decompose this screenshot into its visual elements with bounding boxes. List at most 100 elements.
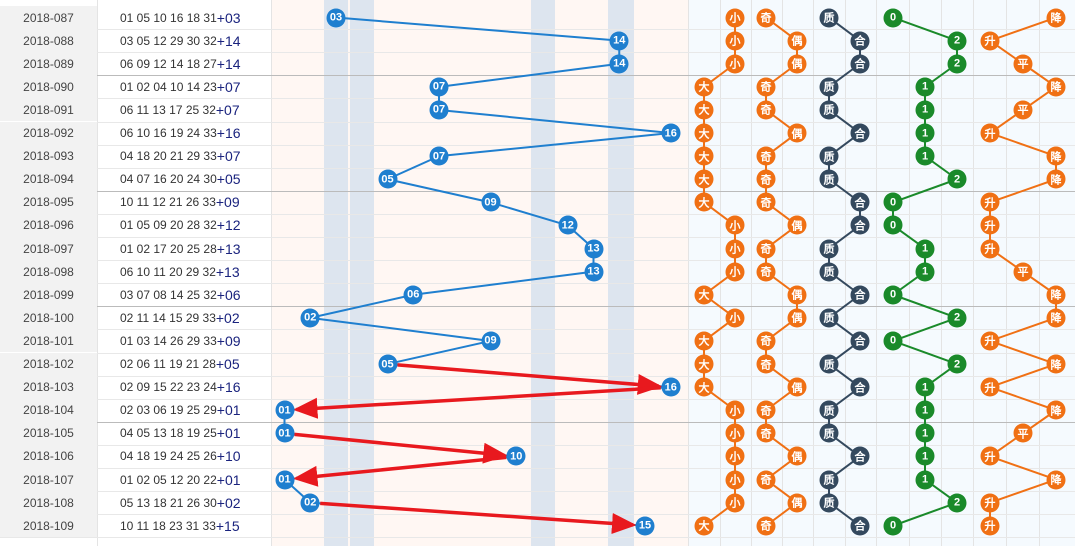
numbers-cell: 10 11 12 21 26 33 +09 [98,191,271,214]
shaded-column [350,0,374,546]
odd-even-ball: 奇 [756,423,776,443]
odd-even-ball: 奇 [756,516,776,536]
row-divider [0,167,1075,169]
trend-ball: 升 [980,516,1000,536]
prime-ball: 质 [819,100,839,120]
prime-ball: 合 [850,54,870,74]
red-numbers: 01 05 09 20 28 32 [120,218,217,233]
row-divider [0,306,1075,308]
column-divider [973,0,974,546]
mod3-ball: 1 [915,446,935,466]
mod3-ball: 1 [915,100,935,120]
row-divider [0,29,1075,31]
row-divider [0,329,1075,331]
blue-ball: 01 [275,470,294,490]
trend-ball: 降 [1046,146,1066,166]
period-cell: 2018-106 [0,444,97,468]
mod3-trend-segment [892,293,958,319]
numbers-cell: 02 11 14 15 29 33 +02 [98,306,271,329]
red-numbers: 01 02 05 12 20 22 [120,472,217,487]
trend-trend-segment [989,16,1057,42]
blue-number: +07 [215,101,240,118]
size-ball: 大 [694,123,714,143]
prime-ball: 质 [819,493,839,513]
red-numbers: 02 06 11 19 21 28 [120,357,216,372]
red-numbers: 03 05 12 29 30 32 [120,33,217,48]
red-numbers: 01 05 10 16 18 31 [120,10,217,25]
period-cell: 2018-101 [0,329,97,353]
trend-ball: 平 [1013,54,1033,74]
period-cell: 2018-103 [0,375,97,399]
numbers-cell: 01 02 04 10 14 23 +07 [98,75,271,98]
blue-number: +03 [216,9,241,26]
numbers-cell: 03 07 08 14 25 32 +06 [98,283,271,306]
trend-trend-segment [989,178,1057,204]
mod3-ball: 1 [915,77,935,97]
trend-trend-segment [989,340,1057,365]
size-ball: 小 [725,308,745,328]
mod3-ball: 1 [915,400,935,420]
mod3-trend-segment [892,340,958,365]
trend-ball: 升 [980,123,1000,143]
size-ball: 小 [725,54,745,74]
odd-even-ball: 奇 [756,262,776,282]
row-divider [0,352,1075,354]
blue-number: +02 [215,309,240,326]
trend-ball: 降 [1046,470,1066,490]
odd-even-ball: 偶 [787,54,807,74]
column-divider [688,0,689,546]
size-ball: 大 [694,192,714,212]
blue-ball: 14 [609,31,629,51]
prime-ball: 合 [850,123,870,143]
blue-number: +02 [216,494,241,511]
trend-ball: 平 [1013,100,1033,120]
size-ball: 小 [725,423,745,443]
row-divider [0,537,1075,539]
size-ball: 大 [694,354,714,374]
odd-even-ball: 偶 [787,308,807,328]
red-numbers: 02 03 06 19 25 29 [120,403,217,418]
size-ball: 大 [694,285,714,305]
trend-ball: 平 [1013,423,1033,443]
mod3-ball: 1 [915,470,935,490]
blue-number: +13 [216,240,241,257]
numbers-cell: 06 11 13 17 25 32 +07 [98,98,271,121]
mod3-ball: 2 [947,308,967,328]
red-numbers: 02 11 14 15 29 33 [120,310,216,325]
column-divider [1006,0,1007,546]
mod3-ball: 1 [915,239,935,259]
red-numbers: 02 09 15 22 23 24 [120,380,217,395]
red-numbers: 04 07 16 20 24 30 [120,172,217,187]
row-divider [0,283,1075,285]
size-ball: 大 [694,100,714,120]
numbers-cell: 02 09 15 22 23 24 +16 [98,376,271,399]
row-divider [0,144,1075,146]
period-cell: 2018-097 [0,237,97,261]
size-ball: 大 [694,377,714,397]
blue-number: +07 [216,78,241,95]
mod3-ball: 1 [915,377,935,397]
blue-number: +16 [216,125,241,142]
size-ball: 小 [725,493,745,513]
trend-ball: 降 [1046,308,1066,328]
odd-even-ball: 奇 [756,77,776,97]
numbers-cell: 04 07 16 20 24 30 +05 [98,168,271,191]
red-numbers: 01 03 14 26 29 33 [120,333,217,348]
blue-ball: 13 [584,262,603,282]
prime-ball: 合 [850,31,870,51]
trend-ball: 降 [1046,8,1066,28]
odd-even-ball: 奇 [756,239,776,259]
trend-ball: 降 [1046,77,1066,97]
blue-ball: 13 [584,239,603,259]
blue-ball: 12 [558,215,578,235]
odd-even-ball: 偶 [787,123,807,143]
blue-ball: 15 [635,516,655,536]
trend-ball: 升 [980,377,1000,397]
odd-even-ball: 偶 [787,446,807,466]
prime-ball: 合 [850,446,870,466]
red-arrow [292,455,507,487]
red-numbers: 06 10 11 20 29 32 [120,264,216,279]
size-ball: 小 [725,400,745,420]
row-divider [0,444,1075,446]
